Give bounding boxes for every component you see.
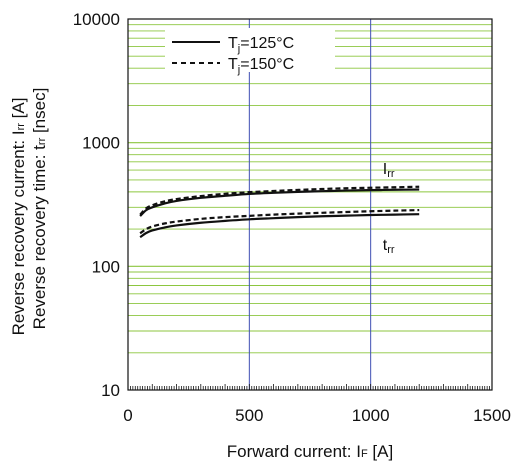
annotation-irr: Irr (383, 161, 395, 180)
series-group (139, 185, 420, 239)
series-line-irr-150 (139, 185, 420, 216)
x-tick-label: 1000 (352, 406, 390, 425)
y-axis-title-current: Reverse recovery current: Irr [A] (9, 98, 28, 336)
x-axis-title: Forward current: IF [A] (227, 442, 393, 461)
x-tick-label: 500 (235, 406, 263, 425)
y-tick-label: 10 (101, 381, 120, 400)
legend-box (165, 28, 335, 72)
y-tick-label: 1000 (82, 134, 120, 153)
x-tick-label: 1500 (473, 406, 511, 425)
x-tick-label: 0 (123, 406, 132, 425)
x-minor-ticks (130, 384, 490, 390)
horizontal-gridlines (128, 24, 492, 354)
plot-frame (127, 18, 493, 391)
legend-label-125: Tj=125°C (228, 35, 294, 55)
x-tick-labels: 0 500 1000 1500 (123, 406, 511, 425)
y-tick-label: 10000 (73, 10, 120, 29)
series-line-irr-125 (139, 188, 420, 217)
series-line-trr-150 (139, 208, 420, 235)
annotation-trr: trr (383, 237, 395, 256)
y-tick-label: 100 (92, 257, 120, 276)
series-line-trr-125 (139, 213, 420, 239)
vertical-gridlines (248, 19, 372, 390)
y-tick-labels: 10 100 1000 10000 (73, 10, 120, 400)
legend-label-150: Tj=150°C (228, 56, 294, 76)
y-axis-title-time: Reverse recovery time: trr [nsec] (30, 88, 49, 330)
legend: Tj=125°C Tj=150°C (165, 28, 335, 76)
